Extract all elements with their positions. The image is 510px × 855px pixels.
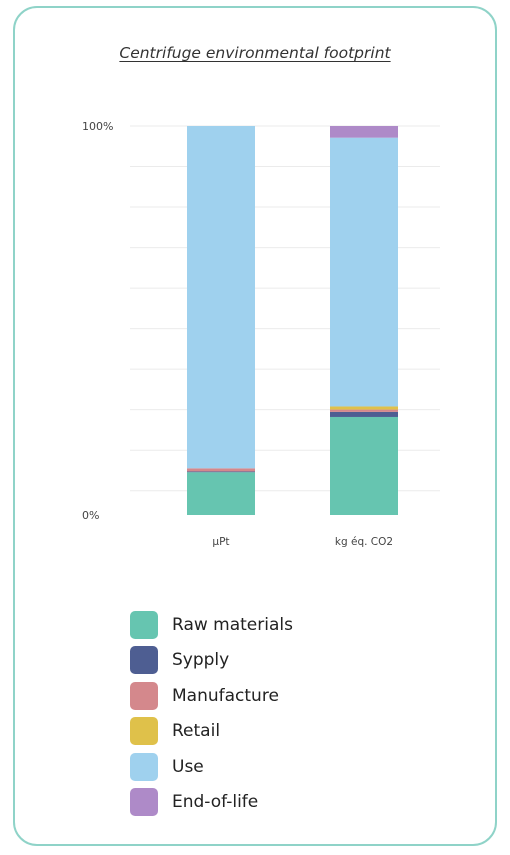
bar-segment bbox=[330, 409, 398, 412]
legend-item: End-of-life bbox=[130, 785, 293, 821]
legend: Raw materials Sypply Manufacture Retail Use E… bbox=[130, 607, 293, 820]
bar-segment bbox=[330, 411, 398, 417]
legend-label: Retail bbox=[172, 721, 221, 742]
bar-segment bbox=[330, 406, 398, 410]
legend-label: End-of-life bbox=[172, 792, 259, 813]
legend-label: Manufacture bbox=[172, 685, 279, 706]
y-tick-label: 100% bbox=[82, 120, 113, 133]
y-axis-ticks: 0% 100% bbox=[82, 120, 113, 522]
bar-segment bbox=[330, 416, 398, 515]
bar-segment bbox=[187, 472, 255, 515]
bar-segment bbox=[330, 126, 398, 138]
legend-item: Sypply bbox=[130, 643, 293, 679]
chart-title: Centrifuge environmental footprint bbox=[119, 44, 391, 62]
x-tick-label: kg éq. CO2 bbox=[335, 536, 393, 548]
legend-swatch bbox=[130, 752, 158, 781]
legend-label: Raw materials bbox=[172, 614, 293, 635]
legend-swatch bbox=[130, 788, 158, 817]
legend-swatch bbox=[130, 681, 158, 710]
legend-item: Raw materials bbox=[130, 607, 293, 643]
y-tick-label: 0% bbox=[82, 509, 99, 522]
legend-label: Use bbox=[172, 756, 204, 777]
bar-segment bbox=[187, 468, 255, 472]
legend-swatch bbox=[130, 646, 158, 675]
x-axis-ticks: µPt kg éq. CO2 bbox=[212, 536, 393, 548]
x-tick-label: µPt bbox=[212, 536, 229, 548]
bar-segment bbox=[187, 126, 255, 469]
legend-label: Sypply bbox=[172, 650, 230, 671]
legend-item: Use bbox=[130, 749, 293, 785]
legend-item: Retail bbox=[130, 714, 293, 750]
legend-item: Manufacture bbox=[130, 678, 293, 714]
legend-swatch bbox=[130, 717, 158, 746]
bar-segment bbox=[187, 471, 255, 473]
legend-swatch bbox=[130, 610, 158, 639]
bars bbox=[187, 126, 398, 515]
stacked-bar-chart: 0% 100% µPt kg éq. CO2 bbox=[82, 120, 440, 548]
bar-segment bbox=[330, 137, 398, 407]
